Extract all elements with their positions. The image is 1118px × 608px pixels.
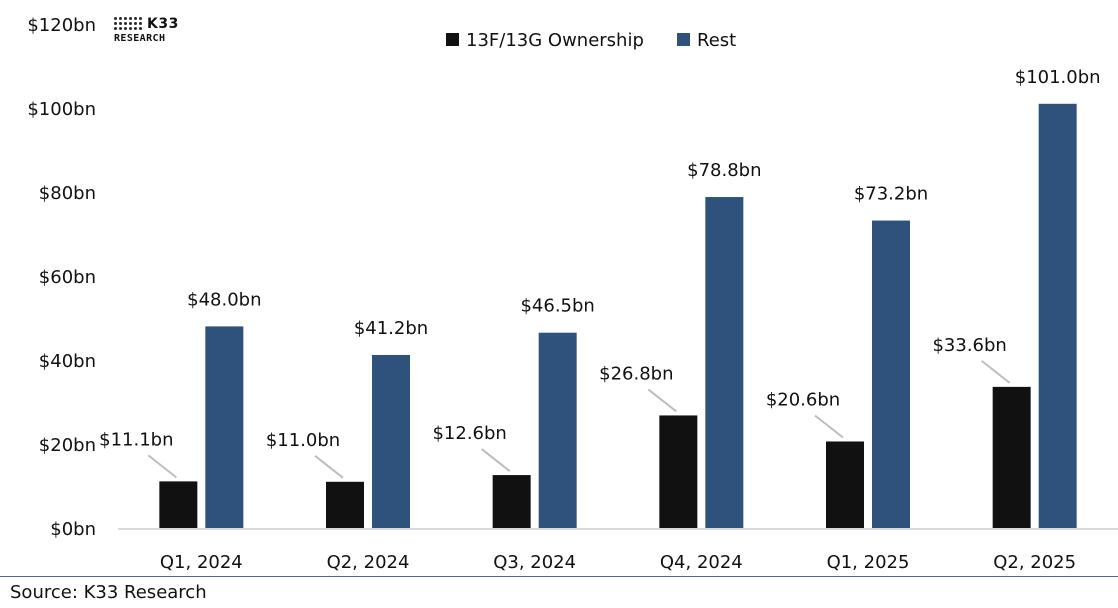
k33-logo: K33 RESEARCH xyxy=(114,16,204,44)
bars xyxy=(159,103,1077,529)
y-tick-label: $60bn xyxy=(39,267,96,288)
data-label: $11.0bn xyxy=(266,430,340,451)
y-tick-label: $0bn xyxy=(50,519,96,540)
bar xyxy=(538,332,577,528)
bar xyxy=(372,354,410,528)
y-axis-ticks: $0bn $20bn $40bn $60bn $80bn $100bn $120bn xyxy=(27,15,96,540)
y-tick-label: $20bn xyxy=(39,435,96,456)
data-labels: $11.1bn $11.0bn $12.6bn $26.8bn $20.6bn $33.6… xyxy=(99,67,1100,451)
bar xyxy=(826,441,864,528)
logo-dots-icon xyxy=(114,17,143,31)
source-divider xyxy=(0,576,1118,577)
data-label: $73.2bn xyxy=(854,184,928,205)
logo-subtitle: RESEARCH xyxy=(114,33,166,44)
data-label: $26.8bn xyxy=(599,363,673,384)
legend-swatch xyxy=(446,33,459,46)
legend: 13F/13G Ownership Rest xyxy=(446,30,736,51)
data-label: $46.5bn xyxy=(520,296,594,317)
label-connector xyxy=(481,448,511,472)
y-tick-label: $40bn xyxy=(39,351,96,372)
label-connectors xyxy=(147,360,1011,479)
legend-swatch xyxy=(677,33,690,46)
label-connector xyxy=(814,414,844,439)
y-tick-label: $100bn xyxy=(27,99,96,120)
data-label: $11.1bn xyxy=(99,429,173,450)
legend-label: Rest xyxy=(697,30,736,51)
bar xyxy=(1038,103,1077,529)
bar xyxy=(659,415,698,528)
x-tick-label: Q3, 2024 xyxy=(493,552,576,573)
bar xyxy=(492,475,531,528)
logo-name: K33 xyxy=(147,16,179,32)
source-note: Source: K33 Research xyxy=(10,582,207,603)
data-label: $12.6bn xyxy=(432,423,506,444)
data-label: $20.6bn xyxy=(766,389,840,410)
bar xyxy=(326,481,364,528)
data-label: $48.0bn xyxy=(187,289,261,310)
bar xyxy=(159,481,198,528)
x-tick-label: Q2, 2025 xyxy=(993,552,1076,573)
bar xyxy=(992,386,1031,528)
label-connector xyxy=(314,455,344,479)
data-label: $41.2bn xyxy=(354,318,428,339)
x-tick-label: Q1, 2025 xyxy=(827,552,910,573)
data-label: $33.6bn xyxy=(932,335,1006,356)
bar xyxy=(872,220,910,528)
data-label: $78.8bn xyxy=(687,160,761,181)
label-connector xyxy=(647,388,677,413)
data-label: $101.0bn xyxy=(1015,67,1101,88)
y-tick-label: $80bn xyxy=(39,183,96,204)
bar xyxy=(205,326,244,528)
y-tick-label: $120bn xyxy=(27,15,96,36)
x-axis-ticks: Q1, 2024 Q2, 2024 Q3, 2024 Q4, 2024 Q1, 2025… xyxy=(160,552,1076,573)
label-connector xyxy=(147,454,177,479)
label-connector xyxy=(981,360,1011,384)
x-tick-label: Q1, 2024 xyxy=(160,552,243,573)
legend-label: 13F/13G Ownership xyxy=(466,30,644,51)
x-tick-label: Q4, 2024 xyxy=(660,552,743,573)
x-tick-label: Q2, 2024 xyxy=(327,552,410,573)
bar xyxy=(705,197,744,529)
